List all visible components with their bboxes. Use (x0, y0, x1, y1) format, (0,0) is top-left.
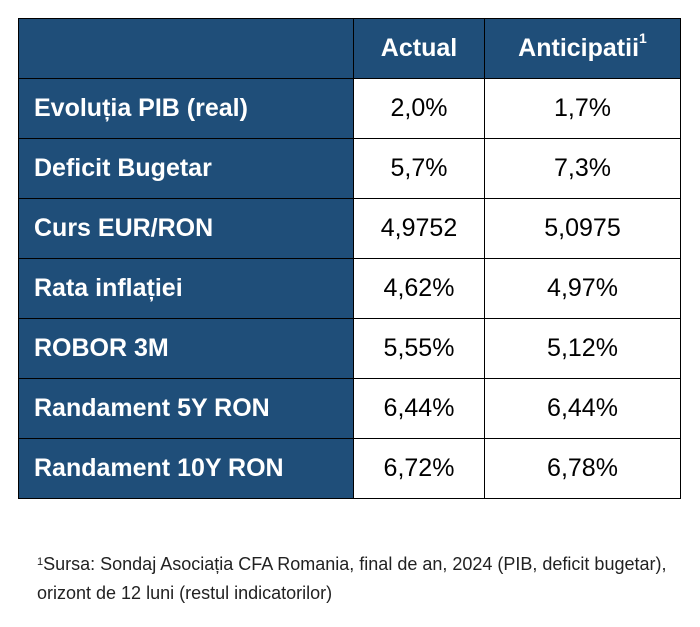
anticipatii-value: 5,12% (484, 318, 681, 379)
table-row: Randament 10Y RON 6,72% 6,78% (18, 438, 681, 499)
actual-value: 4,9752 (353, 198, 485, 259)
source-footnote-text: Sursa: Sondaj Asociația CFA Romania, fin… (37, 554, 667, 603)
source-footnote-marker: 1 (37, 556, 44, 568)
footnote-marker: 1 (639, 30, 647, 46)
row-label: Curs EUR/RON (18, 198, 354, 259)
row-label: Rata inflației (18, 258, 354, 319)
table-row: Rata inflației 4,62% 4,97% (18, 258, 681, 319)
header-actual: Actual (353, 18, 485, 79)
row-label: Evoluția PIB (real) (18, 78, 354, 139)
row-label: Randament 10Y RON (18, 438, 354, 499)
actual-value: 2,0% (353, 78, 485, 139)
header-anticipatii-label: Anticipatii (518, 34, 640, 62)
actual-value: 5,7% (353, 138, 485, 199)
actual-value: 6,44% (353, 378, 485, 439)
actual-value: 5,55% (353, 318, 485, 379)
header-actual-label: Actual (380, 34, 458, 62)
anticipatii-value: 6,44% (484, 378, 681, 439)
anticipatii-value: 7,3% (484, 138, 681, 199)
indicators-table: Actual Anticipatii1 Evoluția PIB (real) … (18, 18, 681, 499)
table-row: Curs EUR/RON 4,9752 5,0975 (18, 198, 681, 259)
header-row: Actual Anticipatii1 (18, 18, 681, 79)
row-label: ROBOR 3M (18, 318, 354, 379)
row-label: Randament 5Y RON (18, 378, 354, 439)
anticipatii-value: 4,97% (484, 258, 681, 319)
header-empty-cell (18, 18, 354, 79)
anticipatii-value: 1,7% (484, 78, 681, 139)
source-footnote: 1Sursa: Sondaj Asociația CFA Romania, fi… (37, 550, 677, 608)
actual-value: 6,72% (353, 438, 485, 499)
actual-value: 4,62% (353, 258, 485, 319)
row-label: Deficit Bugetar (18, 138, 354, 199)
anticipatii-value: 5,0975 (484, 198, 681, 259)
table-row: Deficit Bugetar 5,7% 7,3% (18, 138, 681, 199)
header-anticipatii: Anticipatii1 (484, 18, 681, 79)
table-row: Randament 5Y RON 6,44% 6,44% (18, 378, 681, 439)
anticipatii-value: 6,78% (484, 438, 681, 499)
table-row: Evoluția PIB (real) 2,0% 1,7% (18, 78, 681, 139)
table-row: ROBOR 3M 5,55% 5,12% (18, 318, 681, 379)
